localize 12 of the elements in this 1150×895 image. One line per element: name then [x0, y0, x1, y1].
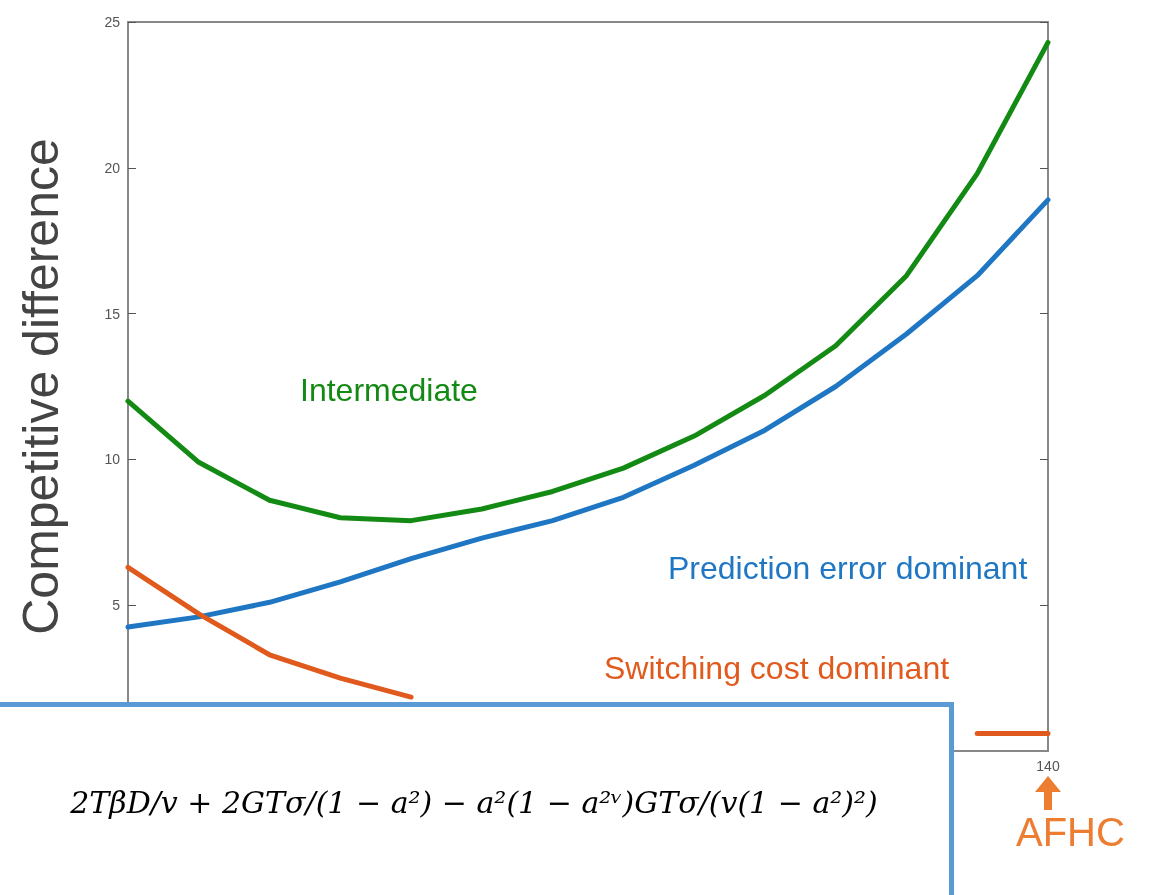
text: Intermediate [300, 372, 478, 408]
text: AFHC [1016, 810, 1125, 855]
y-tick-label: 10 [104, 451, 121, 468]
text: 140 [1035, 758, 1061, 774]
y-tick-label: 5 [112, 597, 121, 614]
y-tick-label: 20 [104, 159, 121, 176]
y-tick-label: 25 [104, 14, 121, 30]
text: Prediction error dominant [668, 550, 1028, 586]
series-label: Switching cost dominant [604, 650, 950, 686]
y-axis-title: Competitive difference [13, 138, 69, 635]
y-tick-label: 15 [104, 305, 121, 322]
formula-box: 2TβD/v + 2GTσ/(1 − a²) − a²(1 − a²ᵛ)GTσ/(v(1 − a²)²) [0, 702, 954, 895]
